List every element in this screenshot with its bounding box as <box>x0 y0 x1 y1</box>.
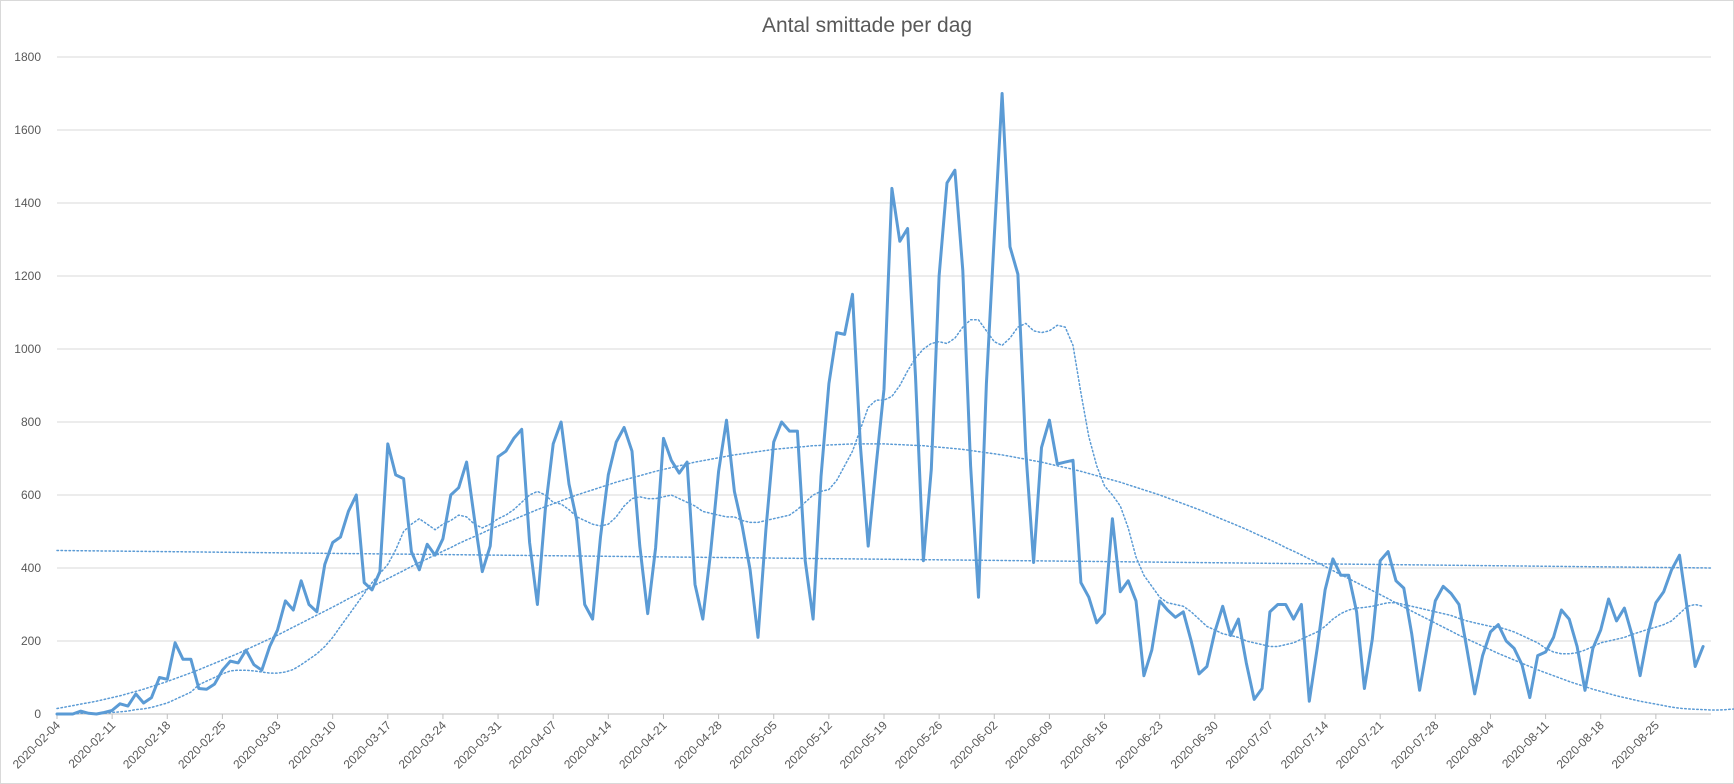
x-tick-label: 2020-02-18 <box>120 718 174 772</box>
y-tick-label: 1600 <box>14 123 41 137</box>
x-tick-label: 2020-03-31 <box>451 718 505 772</box>
x-tick-label: 2020-06-02 <box>947 718 1001 772</box>
x-tick-label: 2020-08-18 <box>1554 718 1608 772</box>
y-tick-label: 1400 <box>14 196 41 210</box>
x-tick-label: 2020-05-19 <box>837 718 891 772</box>
trendline-3 <box>56 549 1712 569</box>
x-tick-label: 2020-06-16 <box>1057 718 1111 772</box>
x-tick-label: 2020-02-04 <box>10 718 64 772</box>
x-tick-label: 2020-03-17 <box>341 718 395 772</box>
x-tick-label: 2020-06-09 <box>1002 718 1056 772</box>
y-tick-label: 1000 <box>14 342 41 356</box>
x-tick-label: 2020-03-24 <box>396 718 450 772</box>
x-tick-label: 2020-03-03 <box>230 718 284 772</box>
series-line-daily <box>55 92 1705 716</box>
y-tick-label: 1800 <box>14 50 41 64</box>
x-tick-label: 2020-07-07 <box>1223 718 1277 772</box>
trendline-1 <box>56 319 1704 715</box>
x-tick-label: 2020-07-21 <box>1333 718 1387 772</box>
x-tick-label: 2020-05-26 <box>892 718 946 772</box>
x-tick-label: 2020-02-25 <box>175 718 229 772</box>
x-tick-label: 2020-08-25 <box>1609 718 1663 772</box>
x-tick-label: 2020-04-28 <box>671 718 725 772</box>
trendline-2 <box>56 443 1734 711</box>
y-tick-label: 1200 <box>14 269 41 283</box>
x-tick-label: 2020-05-12 <box>782 718 836 772</box>
y-tick-label: 200 <box>21 634 41 648</box>
x-tick-label: 2020-07-14 <box>1278 718 1332 772</box>
x-tick-label: 2020-08-04 <box>1443 718 1497 772</box>
x-tick-label: 2020-06-23 <box>1112 718 1166 772</box>
x-tick-label: 2020-04-14 <box>561 718 615 772</box>
y-tick-label: 0 <box>34 707 41 721</box>
x-tick-label: 2020-07-28 <box>1388 718 1442 772</box>
chart-title: Antal smittade per dag <box>761 14 973 37</box>
y-tick-label: 600 <box>21 488 41 502</box>
x-tick-label: 2020-04-07 <box>506 718 560 772</box>
x-tick-label: 2020-06-30 <box>1168 718 1222 772</box>
y-tick-label: 800 <box>21 415 41 429</box>
x-tick-label: 2020-02-11 <box>66 718 119 771</box>
x-tick-label: 2020-05-05 <box>727 718 781 772</box>
x-tick-label: 2020-08-11 <box>1499 718 1552 771</box>
x-tick-label: 2020-03-10 <box>285 718 339 772</box>
x-tick-label: 2020-04-21 <box>616 718 670 772</box>
y-tick-label: 400 <box>21 561 41 575</box>
